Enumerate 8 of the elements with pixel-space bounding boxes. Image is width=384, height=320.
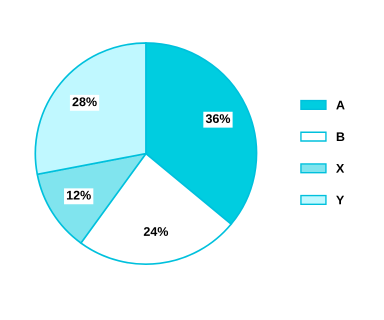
data-label: 28%: [72, 97, 97, 106]
data-label: 24%: [144, 227, 168, 236]
data-label: 36%: [206, 114, 230, 124]
legend-label: A: [336, 100, 345, 110]
legend-label: Y: [336, 196, 344, 204]
legend-label: B: [336, 132, 344, 142]
legend-label: X: [336, 164, 344, 173]
data-label: 12%: [66, 190, 91, 200]
